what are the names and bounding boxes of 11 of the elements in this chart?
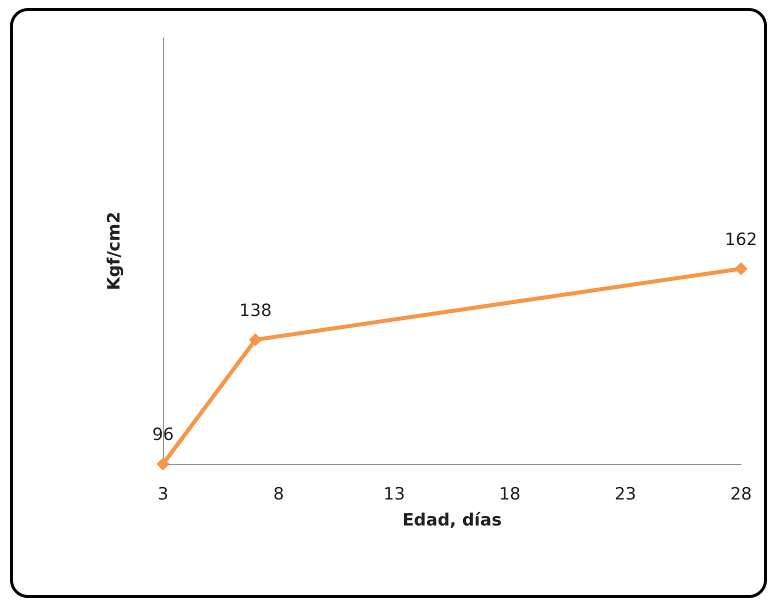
x-axis-title: Edad, días xyxy=(402,510,502,530)
x-tick-label: 23 xyxy=(614,484,636,504)
x-tick-label: 8 xyxy=(273,484,284,504)
x-tick-label: 13 xyxy=(383,484,406,504)
x-tick-label: 3 xyxy=(158,484,168,504)
y-axis-title: Kgf/cm2 xyxy=(104,212,124,290)
x-tick-label: 18 xyxy=(498,484,521,504)
x-tick-label: 28 xyxy=(730,484,752,504)
data-label: 138 xyxy=(239,300,272,321)
data-label: 96 xyxy=(152,425,174,445)
data-label: 162 xyxy=(724,230,758,250)
